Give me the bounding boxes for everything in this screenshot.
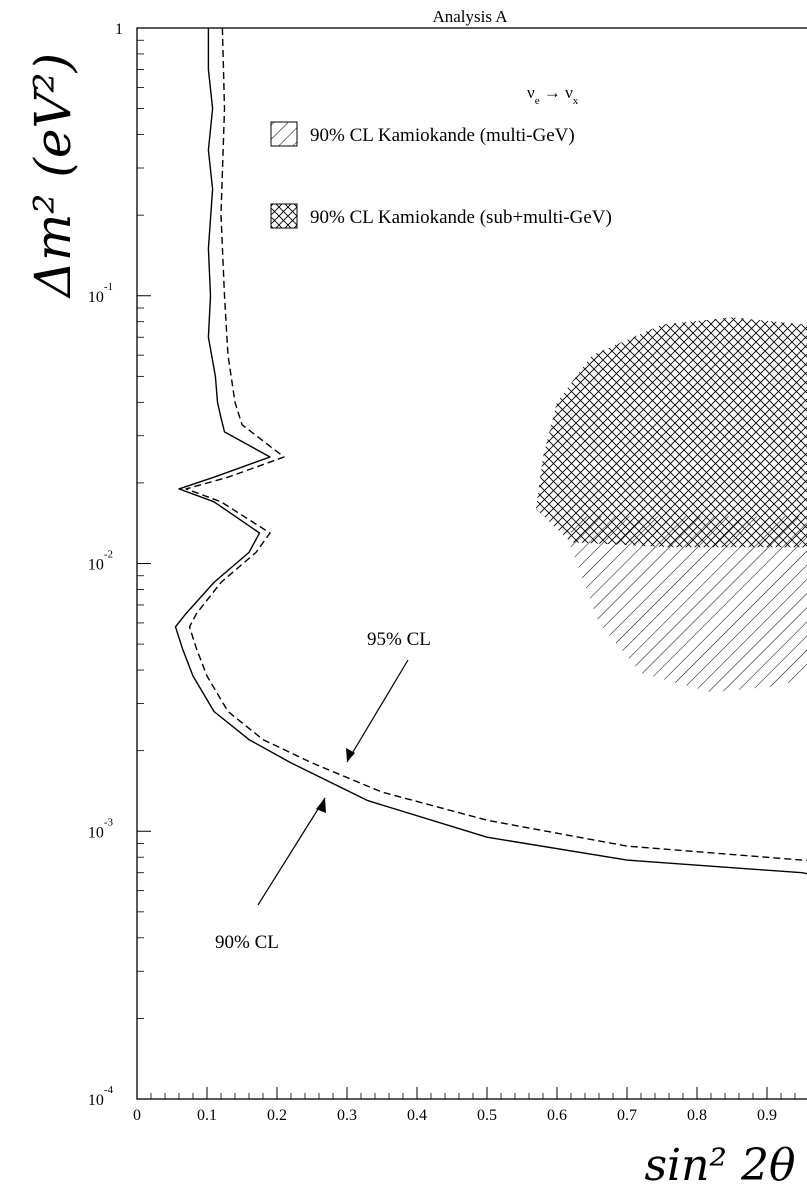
- annotation-90-cl: 90% CL: [215, 932, 279, 953]
- y-tick-label: 10-2: [88, 549, 113, 574]
- x-tick-label: 0.4: [407, 1107, 427, 1124]
- legend: νe → νx 90% CL Kamiokande (multi-GeV) 90…: [270, 83, 612, 229]
- legend-label-sub-multi-gev: 90% CL Kamiokande (sub+multi-GeV): [310, 207, 612, 228]
- contour-90-cl-solid: [174, 28, 807, 875]
- x-tick-label: 0.3: [337, 1107, 357, 1124]
- y-tick-label: 10-1: [88, 281, 113, 306]
- x-tick-label: 0.2: [267, 1107, 287, 1124]
- x-tick-label: 0.7: [617, 1107, 637, 1124]
- legend-label-multi-gev: 90% CL Kamiokande (multi-GeV): [310, 125, 575, 146]
- arrow-95-cl: [346, 659, 409, 763]
- y-axis-label: Δm² (eV²): [24, 53, 82, 299]
- y-tick-label: 10-4: [88, 1084, 114, 1109]
- y-tick-label: 1: [115, 21, 123, 38]
- region-sub-multi-gev: [536, 317, 807, 548]
- x-tick-label: 0.6: [547, 1107, 567, 1124]
- legend-swatch-hatch: [270, 121, 298, 147]
- arrowhead-95-cl: [346, 748, 355, 762]
- legend-swatch-crosshatch: [270, 203, 298, 229]
- x-axis-label: sin² 2θ: [644, 1140, 795, 1191]
- region-multi-gev: [571, 516, 807, 693]
- x-tick-label: 0: [133, 1107, 141, 1124]
- x-tick-label: 0.8: [687, 1107, 707, 1124]
- arrowhead-90-cl: [316, 798, 326, 813]
- contour-95-cl-dashed: [185, 28, 807, 862]
- chart-title: Analysis A: [432, 7, 508, 26]
- legend-header: νe → νx: [527, 83, 579, 107]
- x-tick-label: 0.9: [757, 1107, 777, 1124]
- y-tick-label: 10-3: [88, 816, 114, 841]
- annotation-95-cl: 95% CL: [367, 629, 431, 650]
- x-tick-label: 0.1: [197, 1107, 217, 1124]
- x-tick-label: 0.5: [477, 1107, 497, 1124]
- arrow-90-cl: [257, 797, 326, 906]
